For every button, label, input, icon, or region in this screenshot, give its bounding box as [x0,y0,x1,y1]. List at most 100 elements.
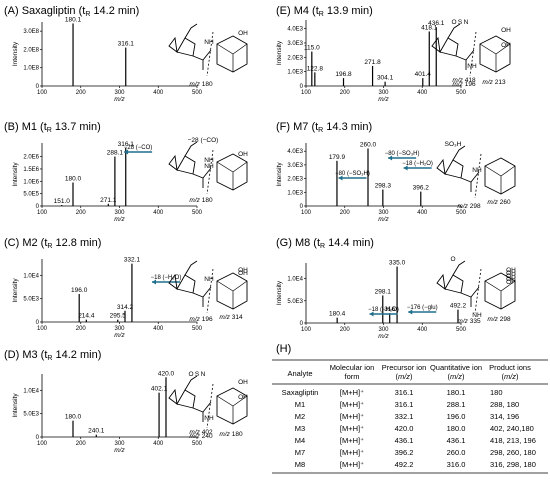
table-cell: M1 [295,400,305,409]
y-axis-label: Intensity [276,162,283,187]
peak-label: 314.2 [117,304,134,311]
neutral-loss-label: −80 (−SO₃H) [335,171,370,177]
x-tick-label: 100 [37,326,48,332]
fragment-cleavage-line [206,149,214,195]
table-cell: 298, 260, 180 [490,448,536,457]
carbonyl-chain [455,49,475,61]
fragment-cleavage-line [474,268,482,314]
y-tick-label: 2.0E3 [287,55,303,61]
y-tick-label: 1.0E4 [23,388,39,394]
adamantane-cage [479,35,511,73]
panel-e: (E) M4 (tR 13.9 min) 100 200 300 400 500 0 1.0E… [276,5,511,103]
adamantane-bridge [216,395,248,424]
table-cell: M7 [295,448,305,457]
x-tick-label: 500 [192,441,203,447]
table-cell: 196.0 [447,412,466,421]
x-tick-label: 300 [114,441,125,447]
structure-label: OH [501,42,511,49]
peak-label: 418.1 [421,24,438,31]
table-cell: [M+H]⁺ [340,436,364,445]
structure-label: O [188,371,193,378]
cyclopropane [436,273,446,291]
table-cell: [M+H]⁺ [340,424,364,433]
neutral-loss-label: −18 (−H₂O) [368,307,399,313]
peak-label: 436.1 [428,20,445,27]
structure-label: NH [204,415,214,422]
panel-a: (A) Saxagliptin (tR 14.2 min) 100 200 300 40… [4,5,248,103]
nitrile-bond [184,375,198,391]
adamantane-bridge [216,161,248,190]
arrow-head [408,309,413,315]
table-cell: 316.1 [395,400,414,409]
structure-label: NH [472,312,482,319]
structure-label: m/z 402 [189,429,213,436]
panel-title: (G) M8 (tR 14.4 min) [276,237,374,250]
x-tick-label: 300 [114,326,125,332]
fragment-cleavage-line [474,153,482,199]
y-tick-label: 2.0E3 [287,177,303,183]
peak-label: 396.2 [413,185,430,192]
cyclopropane [168,388,178,406]
y-tick-label: 0 [300,84,304,90]
table-cell: 492.2 [395,460,414,469]
panel-title: (A) Saxagliptin (tR 14.2 min) [4,5,139,18]
x-tick-label: 200 [76,90,87,96]
x-tick-label: 100 [37,210,48,216]
adamantane-bridge [216,43,248,72]
x-tick-label: 200 [340,90,351,96]
x-tick-label: 400 [153,441,164,447]
adamantane-cage [216,272,248,310]
cyclopropane [436,158,446,176]
structure-label: NH [204,157,214,164]
peak-label: 420.0 [158,370,175,377]
panel-g: (G) M8 (tR 14.4 min) 100 200 300 400 500 0 5.0E… [276,237,516,340]
adamantane-bridge [216,280,248,309]
table-cell: 288.1 [447,400,466,409]
y-tick-label: 4.0E3 [287,149,303,155]
structure-sketch: SO₃H NH m/z 298 m/z 260 [436,141,516,210]
structure-label: OH [238,151,248,158]
structure-label: OH [506,270,516,277]
peak-label: 115.0 [304,45,320,52]
peak-label: 240.1 [88,428,105,435]
structure-label: −28 (−CO) [188,137,219,144]
adamantane-cage [216,35,248,73]
x-tick-label: 100 [301,210,312,216]
y-tick-label: 1.0E6 [23,179,39,185]
arrow-head [369,311,374,317]
x-tick-label: 200 [340,327,351,333]
x-axis-label: m/z [378,216,389,223]
y-axis-label: Intensity [12,393,19,418]
table-cell: 316.1 [395,388,414,397]
structure-label: NH [472,167,482,174]
neutral-loss-label: −18 (−H₂O) [402,161,433,167]
peak-label: 402.1 [151,386,168,393]
arrow-head [403,165,408,171]
structure-label: OH [238,30,248,37]
structure-label: m/z 298 [487,316,511,323]
structure-label: OH [238,379,248,386]
x-tick-label: 500 [456,210,467,216]
peak-label: 180.0 [65,414,82,421]
structure-label: OH [506,279,516,286]
table-cell: [M+H]⁺ [340,460,364,469]
peak-label: 401.4 [415,71,432,78]
x-axis-label: m/z [114,447,125,454]
table-cell: [M+H]⁺ [340,388,364,397]
structure-label: N [464,19,469,26]
table-cell: M2 [295,412,305,421]
panel-title: (F) M7 (tR 14.3 min) [276,121,372,134]
panel-title: (C) M2 (tR 12.8 min) [4,237,101,250]
peak-label: 180.4 [329,311,346,318]
peak-label: 288.1 [107,150,124,157]
structure-sketch: NH OH m/z 180 [168,23,248,88]
carbonyl-chain [192,401,212,413]
panel-d: (D) M3 (tR 14.2 min) 100 200 300 400 500 0 5.0E… [4,349,248,454]
table-cell: M3 [295,424,305,433]
peak-label: 316.1 [118,141,135,148]
carbonyl-chain [192,286,212,298]
table-cell: 402, 240,180 [490,424,534,433]
ring-left [176,37,196,57]
